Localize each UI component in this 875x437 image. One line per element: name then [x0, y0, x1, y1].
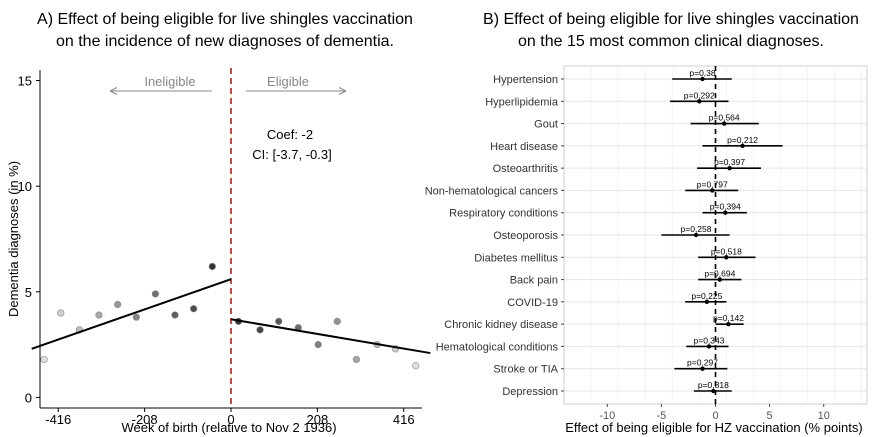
point-estimate — [721, 121, 727, 126]
p-value-label: p=0,394 — [710, 202, 741, 212]
x-tick-label: -5 — [657, 410, 667, 422]
eligible-arrow-head — [338, 87, 347, 95]
diagnosis-label: Stroke or TIA — [493, 364, 558, 376]
data-point — [171, 311, 179, 319]
ineligible-arrow-head — [109, 87, 118, 95]
panel-b-rows: Hypertension p=0,38 Hyperlipidemia p=0,292 G… — [425, 68, 783, 398]
fit-line-eligible — [230, 318, 431, 355]
diagnosis-label: Osteoarthritis — [493, 163, 559, 175]
point-estimate — [723, 210, 728, 215]
point-estimate — [710, 188, 715, 193]
diagnosis-label: Depression — [502, 386, 558, 398]
p-value-label: p=0,797 — [697, 179, 728, 189]
data-point — [190, 305, 198, 313]
data-point — [352, 355, 360, 364]
panel-b-x-ticks: -10 -5 0 5 10 — [599, 404, 830, 422]
data-point — [132, 313, 140, 321]
p-value-label: p=0,225 — [691, 291, 722, 301]
p-value-label: p=0,518 — [711, 246, 742, 256]
p-value-label: p=0,292 — [684, 90, 715, 100]
p-value-label: p=0,694 — [704, 269, 735, 279]
point-estimate — [724, 255, 729, 260]
x-tick-label: 0 — [712, 410, 718, 422]
data-point — [275, 317, 283, 325]
panel-a-x-axis-label: Week of birth (relative to Nov 2 1936) — [121, 420, 336, 435]
p-value-label: p=0,818 — [698, 380, 729, 390]
y-tick-label: 10 — [18, 179, 32, 194]
panel-b-x-axis-label: Effect of being eligible for HZ vaccinat… — [565, 420, 862, 435]
y-tick-label: 15 — [18, 74, 32, 89]
point-estimate — [726, 321, 731, 327]
point-estimate — [700, 366, 705, 371]
point-estimate — [740, 143, 745, 149]
x-tick-label: 5 — [767, 410, 773, 422]
p-value-label: p=0,212 — [727, 135, 758, 145]
point-estimate — [704, 299, 710, 305]
panel-a-y-ticks: 0 5 10 15 — [18, 74, 40, 405]
ineligible-label: Ineligible — [144, 74, 195, 89]
diagnosis-label: Hematological conditions — [436, 341, 559, 353]
diagnosis-label: COVID-19 — [507, 297, 558, 309]
diagnosis-label: Diabetes mellitus — [474, 252, 558, 264]
p-value-label: p=0,397 — [714, 157, 745, 167]
y-tick-label: 0 — [25, 390, 32, 405]
diagnosis-label: Osteoporosis — [493, 230, 558, 242]
coef-annotation: Coef: -2 — [267, 127, 313, 142]
diagnosis-label: Respiratory conditions — [449, 208, 558, 220]
x-tick-label: -416 — [45, 412, 71, 427]
diagnosis-label: Hypertension — [493, 74, 558, 86]
data-point — [57, 309, 65, 317]
data-point — [208, 262, 216, 271]
x-tick-label: 416 — [393, 412, 415, 427]
data-point — [256, 326, 264, 334]
p-value-label: p=0,142 — [713, 313, 744, 323]
data-point — [412, 362, 420, 370]
fit-line-ineligible — [31, 278, 232, 350]
panel-b-title-line2: on the 15 most common clinical diagnoses… — [518, 33, 824, 50]
point-estimate — [693, 232, 699, 238]
panel-b-forest-chart: B) Effect of being eligible for live shi… — [425, 11, 868, 435]
panel-a-dementia-chart: A) Effect of being eligible for live shi… — [6, 11, 431, 435]
x-tick-label: 208 — [307, 412, 329, 427]
panel-a-title-line1: A) Effect of being eligible for live shi… — [37, 11, 413, 28]
panel-a-x-ticks: -416 -208 0 208 416 — [45, 408, 415, 427]
p-value-label: p=0,564 — [709, 113, 740, 123]
p-value-label: p=0,297 — [687, 358, 718, 368]
diagnosis-label: Non-hematological cancers — [425, 185, 559, 197]
x-tick-label: 0 — [227, 412, 234, 427]
eligible-label: Eligible — [267, 74, 309, 89]
point-estimate — [700, 76, 705, 82]
panel-b-title-line1: B) Effect of being eligible for live shi… — [483, 11, 859, 28]
data-point — [151, 290, 160, 298]
point-estimate — [727, 165, 732, 171]
data-point — [314, 341, 322, 349]
data-point — [114, 300, 122, 309]
diagnosis-label: Gout — [534, 119, 558, 131]
p-value-label: p=0,258 — [681, 224, 712, 234]
panel-a-title-line2: on the incidence of new diagnoses of dem… — [56, 33, 394, 50]
p-value-label: p=0,343 — [694, 335, 725, 345]
x-tick-label: 10 — [818, 410, 830, 422]
x-tick-label: -10 — [599, 410, 615, 422]
point-estimate — [717, 277, 723, 282]
diagnosis-label: Chronic kidney disease — [444, 319, 558, 331]
p-value-label: p=0,38 — [689, 68, 716, 78]
diagnosis-label: Hyperlipidemia — [485, 96, 559, 108]
diagnosis-label: Heart disease — [490, 141, 558, 153]
x-tick-label: -208 — [132, 412, 158, 427]
point-estimate — [706, 344, 712, 349]
ci-annotation: CI: [-3.7, -0.3] — [252, 147, 331, 162]
panel-a-y-axis-label: Dementia diagnoses (in %) — [6, 161, 21, 317]
data-point — [40, 355, 48, 364]
point-estimate — [697, 99, 702, 104]
point-estimate — [711, 388, 716, 394]
diagnosis-label: Back pain — [510, 275, 558, 287]
data-point — [95, 311, 103, 319]
data-point — [333, 317, 341, 325]
y-tick-label: 5 — [25, 285, 32, 300]
